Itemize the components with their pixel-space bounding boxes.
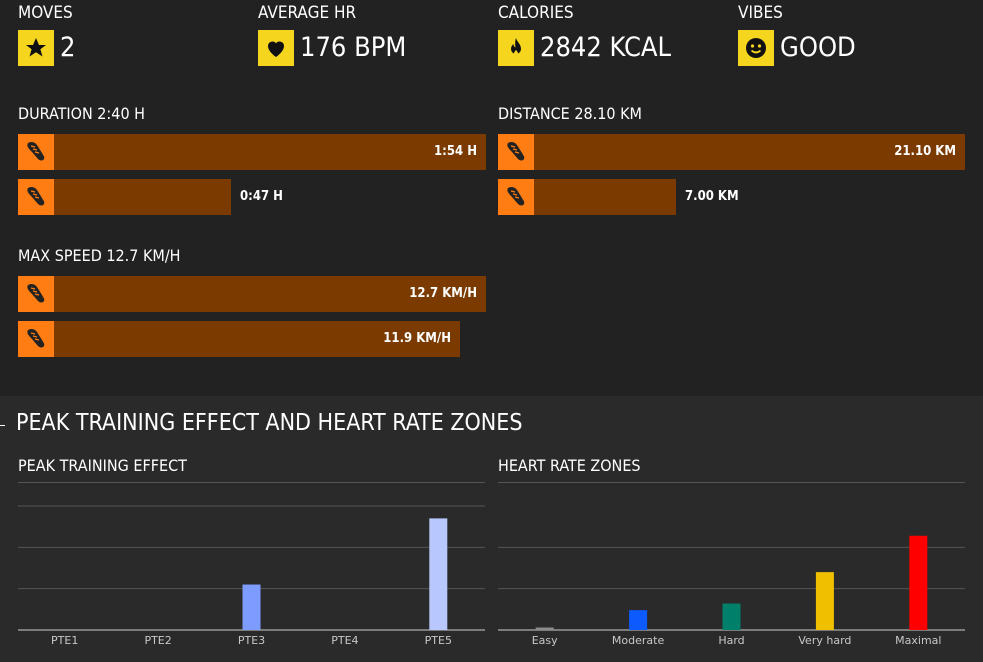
shoe-icon	[498, 134, 534, 170]
heart-icon	[258, 30, 294, 66]
tick-label: PTE2	[144, 634, 171, 647]
shoe-icon	[18, 179, 54, 215]
distance-bar-1: 21.10 KM	[498, 134, 965, 170]
max-speed-title: MAX SPEED 12.7 KM/H	[18, 246, 181, 265]
bar-value: 7.00 KM	[685, 189, 739, 204]
bar	[909, 535, 928, 630]
section-marker	[0, 425, 5, 426]
divider	[498, 482, 965, 483]
tick-label: Moderate	[612, 634, 665, 647]
bar-fill	[54, 276, 486, 312]
bar-fill	[54, 179, 231, 215]
stat-value: 176 BPM	[300, 32, 407, 63]
bar	[815, 572, 834, 630]
bar	[722, 603, 741, 630]
tick-label: Easy	[532, 634, 558, 647]
hr-zones-chart: Easy Moderate Hard Very hard Maximal	[498, 535, 965, 647]
shoe-icon	[18, 134, 54, 170]
tick-label: PTE4	[331, 634, 358, 647]
shoe-icon	[498, 179, 534, 215]
tick-label: PTE5	[425, 634, 452, 647]
duration-title: DURATION 2:40 H	[18, 104, 145, 123]
shoe-icon	[18, 276, 54, 312]
stat-label: AVERAGE HR	[258, 3, 357, 23]
pte-chart-title: PEAK TRAINING EFFECT	[18, 456, 187, 475]
stat-label: MOVES	[18, 3, 73, 23]
bar-fill	[534, 179, 676, 215]
bar-fill	[534, 134, 965, 170]
star-icon	[18, 30, 54, 66]
stat-value: GOOD	[780, 32, 856, 63]
smiley-icon	[738, 30, 774, 66]
duration-bar-1: 1:54 H	[18, 134, 486, 170]
bar	[629, 610, 648, 630]
tick-label: Hard	[718, 634, 744, 647]
stat-value: 2842 KCAL	[540, 32, 672, 63]
tick-label: PTE1	[51, 634, 78, 647]
bar-fill	[54, 321, 460, 357]
tick-label: Very hard	[798, 634, 851, 647]
speed-bar-2: 11.9 KM/H	[18, 321, 486, 357]
tick-label: Maximal	[895, 634, 941, 647]
pte-chart: PTE1 PTE2 PTE3 PTE4 PTE5	[18, 505, 485, 647]
bar-value: 21.10 KM	[894, 144, 956, 159]
bar-value: 0:47 H	[240, 189, 283, 204]
flame-icon	[498, 30, 534, 66]
speed-bar-1: 12.7 KM/H	[18, 276, 486, 312]
bar	[429, 518, 448, 630]
stat-label: VIBES	[738, 3, 783, 23]
bar-fill	[54, 134, 486, 170]
bar	[535, 627, 554, 630]
duration-bar-2: 0:47 H	[18, 179, 486, 215]
divider	[18, 482, 485, 483]
distance-title: DISTANCE 28.10 KM	[498, 104, 642, 123]
tick-label: PTE3	[238, 634, 265, 647]
distance-bar-2: 7.00 KM	[498, 179, 965, 215]
section-title: PEAK TRAINING EFFECT AND HEART RATE ZONE…	[16, 410, 523, 436]
training-effect-section: PEAK TRAINING EFFECT AND HEART RATE ZONE…	[0, 396, 983, 662]
stat-label: CALORIES	[498, 3, 574, 23]
bar-value: 1:54 H	[434, 144, 477, 159]
shoe-icon	[18, 321, 54, 357]
bar	[242, 584, 261, 630]
hr-zones-chart-title: HEART RATE ZONES	[498, 456, 641, 475]
bar-value: 12.7 KM/H	[409, 286, 477, 301]
stat-value: 2	[60, 32, 76, 63]
bar-value: 11.9 KM/H	[383, 331, 451, 346]
